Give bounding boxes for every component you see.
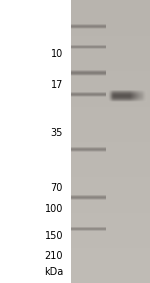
Text: 210: 210 [45, 251, 63, 261]
Text: kDa: kDa [44, 267, 63, 277]
Text: 70: 70 [51, 183, 63, 193]
Text: 150: 150 [45, 231, 63, 241]
Text: 100: 100 [45, 204, 63, 215]
Text: 17: 17 [51, 80, 63, 90]
Text: 35: 35 [51, 128, 63, 138]
Text: 10: 10 [51, 49, 63, 59]
